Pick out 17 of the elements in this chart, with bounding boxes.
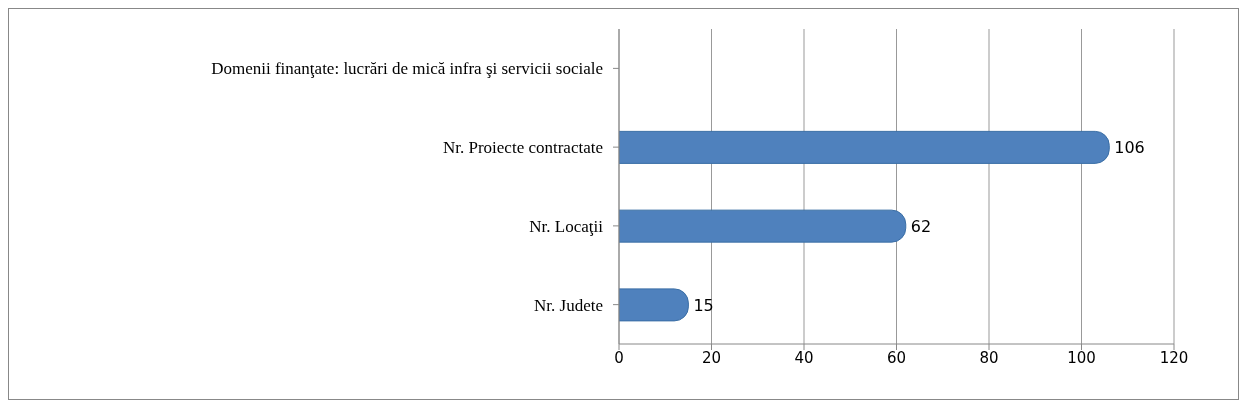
y-tick-label: Domenii finanţate: lucrări de mică infra şi servicii sociale (211, 59, 603, 79)
y-tick-label: Nr. Locaţii (529, 216, 604, 236)
bar (619, 130, 1110, 164)
x-tick-label: 100 (1067, 348, 1096, 367)
x-tick-label: 60 (886, 348, 907, 367)
data-label: 62 (910, 216, 932, 236)
x-tick-label: 120 (1159, 348, 1189, 367)
y-tick-label: Nr. Proiecte contractate (442, 138, 603, 158)
x-tick-label: 20 (701, 348, 722, 367)
x-tick-label: 80 (979, 348, 999, 367)
bar (619, 288, 689, 322)
data-label: 15 (693, 295, 714, 315)
x-tick-label: 40 (794, 348, 814, 367)
data-label: 106 (1114, 138, 1145, 158)
y-tick-label: Nr. Judete (534, 295, 603, 315)
x-tick-label: 0 (614, 348, 624, 367)
bar (619, 209, 907, 243)
